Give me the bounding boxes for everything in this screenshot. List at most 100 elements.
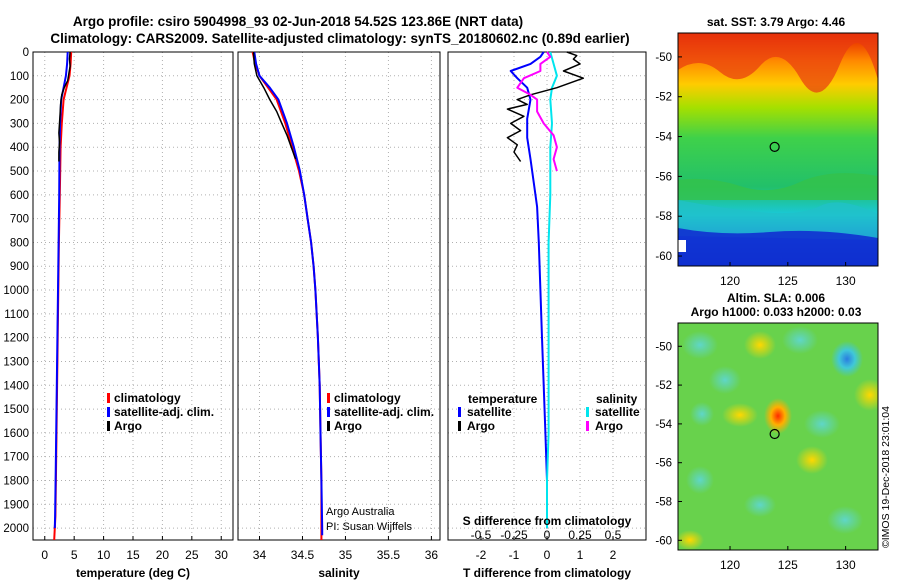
x-axis-label: salinity (318, 566, 360, 580)
y-tick-label: 2000 (3, 523, 29, 535)
y-tick-label: 0 (23, 47, 29, 59)
series-line-t-satellite (509, 51, 548, 529)
legend-s-argo-label: Argo (595, 419, 623, 433)
y-tick-label: 1300 (3, 356, 29, 368)
sla-blob (682, 331, 718, 359)
s-difference-label: S difference from climatology (463, 514, 632, 528)
legend-t-argo-swatch (458, 421, 461, 431)
map-y-tick-label: -50 (655, 341, 672, 353)
legend-argo-swatch (107, 421, 110, 431)
y-tick-label: 600 (10, 190, 29, 202)
sla-blob (831, 341, 863, 377)
y-tick-label: 100 (10, 71, 29, 83)
legend-s-satellite-label: satellite (595, 405, 640, 419)
sst-warm-front (678, 33, 878, 93)
credit-line-2: PI: Susan Wijffels (326, 521, 412, 533)
difference-legend: temperature salinity satellite Argo sate… (458, 392, 640, 433)
sla-blob (854, 379, 878, 411)
x-tick-label: 35 (339, 548, 353, 562)
y-tick-label: 1500 (3, 404, 29, 416)
figure-title: Argo profile: csiro 5904998_93 02-Jun-20… (73, 14, 523, 29)
y-tick-label: 1600 (3, 428, 29, 440)
sst-cyan-band (678, 200, 878, 240)
map-y-tick-label: -50 (655, 52, 672, 64)
map-y-tick-label: -60 (655, 535, 672, 547)
legend-climatology-label: climatology (334, 391, 401, 405)
legend-temperature-title: temperature (468, 392, 538, 406)
map-x-tick-label: 130 (836, 274, 856, 288)
y-tick-label: 1100 (4, 309, 29, 321)
y-tick-label: 1700 (3, 452, 29, 464)
legend-salinity-title: salinity (596, 392, 638, 406)
legend-satellite-adj-label: satellite-adj. clim. (334, 405, 434, 419)
map-y-tick-label: -56 (655, 458, 672, 470)
map-y-tick-label: -52 (655, 92, 672, 104)
y-tick-label: 700 (10, 214, 29, 226)
y-tick-label: 500 (10, 166, 29, 178)
series-line-t-argo (506, 51, 585, 162)
sla-blob (796, 446, 828, 474)
y-tick-label: 900 (10, 261, 29, 273)
sla-map-title: Altim. SLA: 0.006 (727, 291, 825, 305)
series-line-satellite-adj-clim (53, 51, 69, 529)
profile-location-marker (769, 141, 780, 153)
sla-map-frame (677, 322, 879, 551)
series-line-s-satellite (546, 51, 558, 529)
s-diff-tick-label: -0.5 (471, 528, 492, 542)
sla-blob (764, 398, 792, 434)
sst-cold-band (678, 228, 878, 266)
x-tick-label: -1 (509, 548, 520, 562)
s-diff-tick-label: 0.25 (568, 528, 592, 542)
sst-green-band (678, 173, 878, 200)
s-diff-tick-label: 0.5 (605, 528, 622, 542)
sla-map-subtitle: Argo h1000: 0.033 h2000: 0.03 (691, 305, 862, 319)
y-tick-label: 800 (10, 237, 29, 249)
x-tick-label: 1 (577, 548, 584, 562)
sla-blob (722, 403, 758, 427)
series-line-satellite-adj-clim (253, 51, 324, 536)
legend-t-satellite-label: satellite (467, 405, 512, 419)
credit-line-1: Argo Australia (326, 506, 395, 518)
imos-watermark: ©IMOS 19-Dec-2018 23:01:04 (880, 406, 892, 548)
sla-blob (827, 506, 863, 534)
legend-argo-label: Argo (334, 419, 362, 433)
x-tick-label: 35.5 (377, 548, 401, 562)
sst-map-title: sat. SST: 3.79 Argo: 4.46 (707, 15, 846, 29)
map-y-tick-label: -58 (655, 496, 672, 508)
legend-climatology-label: climatology (114, 391, 181, 405)
sla-blob (782, 326, 818, 354)
y-tick-label: 1900 (3, 499, 29, 511)
legend-climatology-swatch (327, 393, 330, 403)
plot-frame (237, 51, 441, 541)
map-y-tick-label: -56 (655, 171, 672, 183)
x-tick-label: 20 (156, 548, 170, 562)
map-x-tick-label: 125 (778, 558, 798, 572)
map-y-tick-label: -58 (655, 211, 672, 223)
sla-blob (744, 493, 776, 517)
legend-s-argo-swatch (586, 421, 589, 431)
series-line-s-argo (516, 51, 558, 172)
sla-blob (709, 366, 741, 394)
x-tick-label: 2 (610, 548, 617, 562)
difference-panel: -2 -1 0 1 2 T difference from climatology (447, 51, 647, 580)
y-tick-label: 1200 (3, 333, 29, 345)
sla-blob (678, 530, 704, 550)
legend-satellite-adj-swatch (107, 407, 110, 417)
s-difference-ticks: -0.5 -0.25 0 0.25 0.5 (471, 528, 622, 542)
x-tick-label: 5 (71, 548, 78, 562)
legend-argo-swatch (327, 421, 330, 431)
x-axis-label: temperature (deg C) (76, 566, 190, 580)
legend-t-satellite-swatch (458, 407, 461, 417)
legend-argo-label: Argo (114, 419, 142, 433)
sst-map-axes: 120 125 130 -50 -52 -54 -56 -58 -60 (655, 52, 856, 288)
map-y-tick-label: -52 (655, 380, 672, 392)
map-x-tick-label: 120 (720, 558, 740, 572)
sst-map-frame (677, 32, 879, 267)
x-tick-label: 15 (126, 548, 140, 562)
sla-map: 120 125 130 -50 -52 -54 -56 -58 -60 (655, 322, 879, 572)
sla-blob (804, 410, 840, 438)
y-tick-label: 1000 (3, 285, 29, 297)
x-tick-label: 0 (41, 548, 48, 562)
map-y-tick-label: -54 (655, 132, 672, 144)
